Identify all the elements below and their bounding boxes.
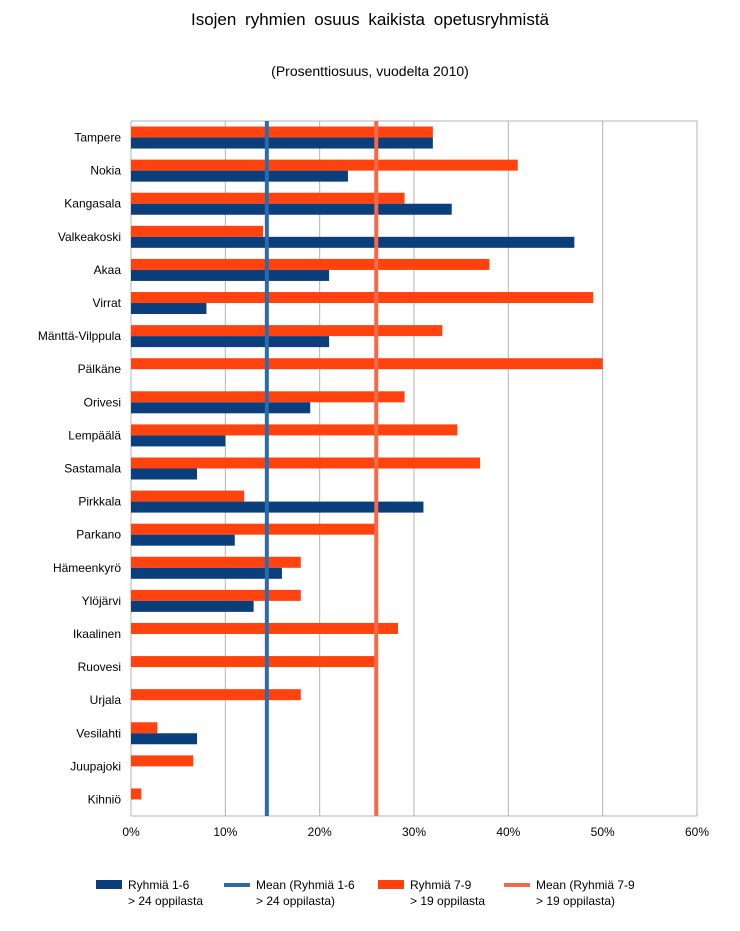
bar-series-2 bbox=[131, 292, 594, 304]
legend-label-series-2: Ryhmiä 7-9 > 19 oppilasta bbox=[410, 878, 486, 908]
bar-series-1 bbox=[131, 733, 198, 745]
bar-series-2 bbox=[131, 325, 443, 337]
bar-series-1 bbox=[131, 468, 198, 480]
category-label: Nokia bbox=[90, 164, 121, 178]
bar-series-1 bbox=[131, 203, 452, 215]
bar-series-2 bbox=[131, 788, 142, 800]
bar-series-1 bbox=[131, 269, 330, 281]
bar-series-2 bbox=[131, 159, 518, 171]
legend-item-series-2: Ryhmiä 7-9 > 19 oppilasta bbox=[378, 877, 485, 909]
x-tick-label: 60% bbox=[685, 825, 709, 839]
bar-series-2 bbox=[131, 424, 458, 436]
bar-series-2 bbox=[131, 490, 245, 502]
bar-series-2 bbox=[131, 457, 481, 469]
category-label: Orivesi bbox=[84, 395, 121, 409]
category-label: Mänttä-Vilppula bbox=[38, 329, 121, 343]
bar-series-1 bbox=[131, 336, 330, 348]
bar-series-1 bbox=[131, 435, 226, 447]
chart-subtitle: (Prosenttiosuus, vuodelta 2010) bbox=[271, 63, 469, 79]
category-label: Kangasala bbox=[64, 197, 121, 211]
legend-label-series-1: Ryhmiä 1-6 > 24 oppilasta bbox=[128, 878, 204, 908]
category-label: Urjala bbox=[90, 693, 122, 707]
bar-series-2 bbox=[131, 589, 301, 601]
category-label: Ylöjärvi bbox=[82, 594, 121, 608]
bar-series-1 bbox=[131, 501, 424, 513]
legend-label-mean-2: Mean (Ryhmiä 7-9 > 19 oppilasta) bbox=[536, 878, 635, 908]
category-label: Pälkäne bbox=[78, 362, 122, 376]
category-label: Vesilahti bbox=[76, 726, 121, 740]
bar-series-1 bbox=[131, 303, 207, 315]
category-label: Valkeakoski bbox=[58, 230, 121, 244]
legend-swatch-mean-1 bbox=[224, 883, 250, 887]
legend-swatch-mean-2 bbox=[504, 883, 530, 887]
category-label: Parkano bbox=[76, 528, 121, 542]
bar-series-2 bbox=[131, 523, 377, 535]
category-label: Pirkkala bbox=[78, 495, 121, 509]
x-tick-label: 10% bbox=[213, 825, 237, 839]
bar-series-1 bbox=[131, 402, 311, 414]
bar-series-1 bbox=[131, 534, 235, 546]
category-label: Sastamala bbox=[64, 462, 121, 476]
bar-series-1 bbox=[131, 567, 282, 579]
bar-series-2 bbox=[131, 722, 158, 734]
legend-item-mean-2: Mean (Ryhmiä 7-9 > 19 oppilasta) bbox=[504, 877, 635, 909]
category-label: Hämeenkyrö bbox=[53, 561, 121, 575]
bar-series-1 bbox=[131, 137, 433, 149]
category-label: Ikaalinen bbox=[73, 627, 121, 641]
legend-label-mean-1: Mean (Ryhmiä 1-6 > 24 oppilasta) bbox=[256, 878, 355, 908]
bar-series-2 bbox=[131, 358, 603, 370]
bar-series-2 bbox=[131, 126, 433, 138]
x-tick-label: 0% bbox=[122, 825, 140, 839]
chart-title: Isojen ryhmien osuus kaikista opetusryhm… bbox=[190, 10, 550, 29]
legend-item-series-1: Ryhmiä 1-6 > 24 oppilasta bbox=[96, 877, 203, 909]
legend-swatch-series-1 bbox=[96, 880, 122, 889]
bar-series-2 bbox=[131, 689, 301, 701]
x-tick-label: 30% bbox=[402, 825, 426, 839]
x-tick-label: 40% bbox=[496, 825, 520, 839]
category-label: Tampere bbox=[74, 131, 121, 145]
category-label: Virrat bbox=[93, 296, 122, 310]
bar-series-1 bbox=[131, 170, 348, 182]
bar-series-2 bbox=[131, 656, 377, 668]
category-label: Kihniö bbox=[88, 792, 122, 806]
category-label: Ruovesi bbox=[78, 660, 121, 674]
bar-series-2 bbox=[131, 225, 264, 237]
bar-series-2 bbox=[131, 258, 490, 270]
bar-series-2 bbox=[131, 622, 398, 634]
bar-series-2 bbox=[131, 556, 301, 568]
legend-swatch-series-2 bbox=[378, 880, 404, 889]
category-label: Akaa bbox=[94, 263, 122, 277]
x-tick-label: 50% bbox=[591, 825, 615, 839]
x-tick-label: 20% bbox=[308, 825, 332, 839]
legend-item-mean-1: Mean (Ryhmiä 1-6 > 24 oppilasta) bbox=[224, 877, 355, 909]
category-label: Lempäälä bbox=[68, 428, 121, 442]
bar-series-1 bbox=[131, 600, 254, 612]
category-label: Juupajoki bbox=[70, 759, 121, 773]
bar-series-1 bbox=[131, 236, 575, 248]
bar-series-2 bbox=[131, 755, 194, 767]
